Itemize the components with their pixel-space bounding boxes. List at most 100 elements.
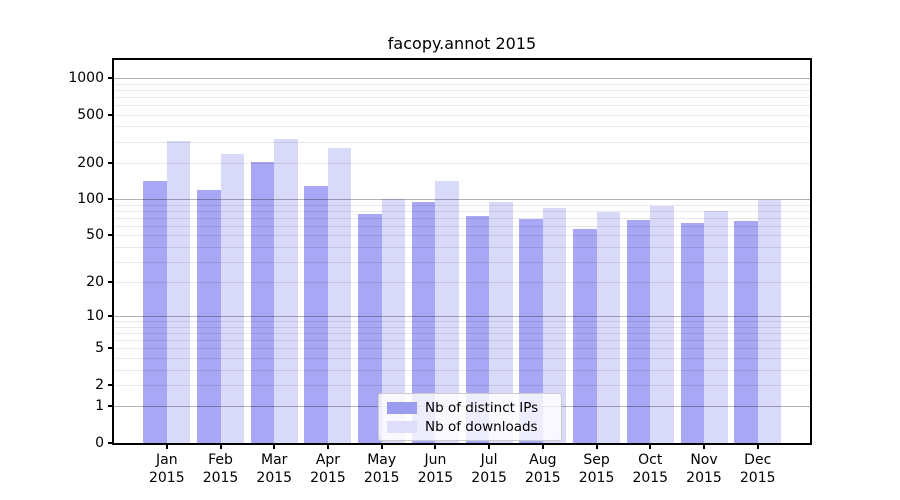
minor-gridline [114, 358, 810, 359]
x-tick-label-jul: Jul 2015 [471, 452, 507, 486]
minor-gridline [114, 385, 810, 386]
bar-nb-of-distinct-ips-dec [734, 220, 758, 443]
minor-gridline [114, 217, 810, 219]
y-tick-mark [108, 315, 113, 318]
bar-nb-of-downloads-feb [220, 154, 245, 443]
bar-nb-of-downloads-mar [274, 139, 298, 443]
x-tick-mark [165, 444, 168, 449]
legend-swatch [387, 420, 417, 433]
x-tick-label-aug: Aug 2015 [525, 452, 561, 486]
y-tick-label: 20 [86, 274, 104, 291]
x-tick-label-may: May 2015 [363, 452, 400, 486]
bar-nb-of-distinct-ips-may [358, 213, 382, 443]
x-tick-label-jun: Jun 2015 [417, 452, 454, 486]
minor-gridline [114, 126, 810, 128]
bar-nb-of-downloads-oct [650, 205, 674, 443]
grid-layer [114, 60, 810, 443]
major-gridline [114, 199, 810, 201]
x-tick-mark [703, 444, 705, 449]
x-tick-mark [273, 444, 276, 449]
minor-gridline [114, 340, 810, 342]
x-tick-mark [488, 444, 491, 449]
minor-gridline [114, 141, 810, 143]
y-tick-label: 1000 [68, 69, 104, 86]
y-tick-mark [108, 76, 113, 79]
legend-label: Nb of distinct IPs [425, 399, 539, 416]
x-tick-label-nov: Nov 2015 [686, 452, 722, 486]
y-tick-label: 500 [77, 106, 104, 123]
minor-gridline [114, 162, 810, 164]
y-tick-label: 1 [95, 398, 104, 415]
minor-gridline [114, 261, 810, 263]
y-tick-label: 0 [95, 435, 104, 451]
bar-nb-of-distinct-ips-oct [626, 220, 651, 443]
y-tick-label: 5 [95, 340, 104, 357]
bar-nb-of-downloads-jun [435, 180, 459, 443]
y-tick-mark [108, 281, 113, 284]
legend: Nb of distinct IPs Nb of downloads [378, 393, 562, 441]
bar-nb-of-downloads-jul [489, 201, 513, 443]
bar-nb-of-distinct-ips-aug [519, 218, 543, 443]
y-tick-label: 2 [95, 376, 104, 393]
minor-gridline [114, 104, 810, 106]
bar-nb-of-downloads-dec [757, 200, 782, 443]
minor-gridline [114, 96, 810, 98]
bar-nb-of-downloads-jan [166, 141, 191, 443]
bar-nb-of-distinct-ips-jun [411, 202, 436, 443]
bar-nb-of-distinct-ips-nov [680, 222, 704, 443]
legend-row: Nb of distinct IPs [387, 400, 553, 416]
minor-gridline [114, 114, 810, 116]
chart-title: facopy.annot 2015 [387, 34, 537, 53]
bar-nb-of-distinct-ips-jul [465, 216, 490, 443]
x-tick-mark [326, 444, 329, 449]
bar-nb-of-downloads-aug [542, 207, 567, 443]
legend-row: Nb of downloads [387, 419, 553, 435]
y-tick-mark [108, 405, 113, 408]
minor-gridline [114, 321, 810, 323]
y-tick-mark [108, 161, 113, 164]
x-tick-mark [541, 444, 544, 449]
x-tick-mark [434, 444, 437, 449]
minor-gridline [114, 246, 810, 248]
minor-gridline [114, 204, 810, 206]
x-tick-label-apr: Apr 2015 [310, 452, 346, 486]
x-tick-label-mar: Mar 2015 [256, 452, 293, 486]
bar-nb-of-distinct-ips-sep [573, 229, 597, 443]
bar-nb-of-distinct-ips-jan [143, 180, 167, 443]
x-tick-label-sep: Sep 2015 [578, 452, 615, 486]
y-tick-label: 50 [86, 227, 104, 244]
x-tick-label-dec: Dec 2015 [739, 452, 776, 486]
minor-gridline [114, 235, 810, 237]
minor-gridline [114, 282, 810, 284]
y-tick-label: 10 [86, 308, 104, 325]
plot-area: Nb of distinct IPs Nb of downloads [112, 58, 812, 445]
bar-nb-of-distinct-ips-apr [304, 186, 328, 443]
bar-nb-of-distinct-ips-feb [197, 189, 221, 443]
minor-gridline [114, 89, 810, 91]
minor-gridline [114, 369, 810, 371]
major-gridline [114, 316, 810, 318]
y-tick-mark [108, 234, 113, 237]
bar-nb-of-downloads-may [381, 199, 406, 443]
major-gridline [114, 78, 810, 79]
bar-nb-of-downloads-sep [596, 212, 621, 443]
y-tick-label: 100 [77, 191, 104, 208]
y-tick-mark [108, 198, 113, 201]
y-tick-mark [108, 442, 113, 444]
x-tick-mark [595, 444, 598, 449]
y-tick-mark [108, 383, 113, 386]
x-tick-mark [380, 444, 383, 449]
bar-nb-of-downloads-apr [327, 148, 352, 443]
legend-swatch [387, 401, 417, 414]
bar-nb-of-downloads-nov [704, 210, 728, 443]
x-tick-mark [649, 444, 652, 449]
minor-gridline [114, 225, 810, 227]
y-tick-mark [108, 347, 113, 350]
y-tick-mark [108, 113, 113, 116]
x-tick-label-oct: Oct 2015 [632, 452, 669, 486]
minor-gridline [114, 348, 810, 350]
y-tick-label: 200 [77, 154, 104, 171]
x-tick-mark [756, 444, 759, 449]
minor-gridline [114, 83, 810, 85]
minor-gridline [114, 326, 810, 328]
